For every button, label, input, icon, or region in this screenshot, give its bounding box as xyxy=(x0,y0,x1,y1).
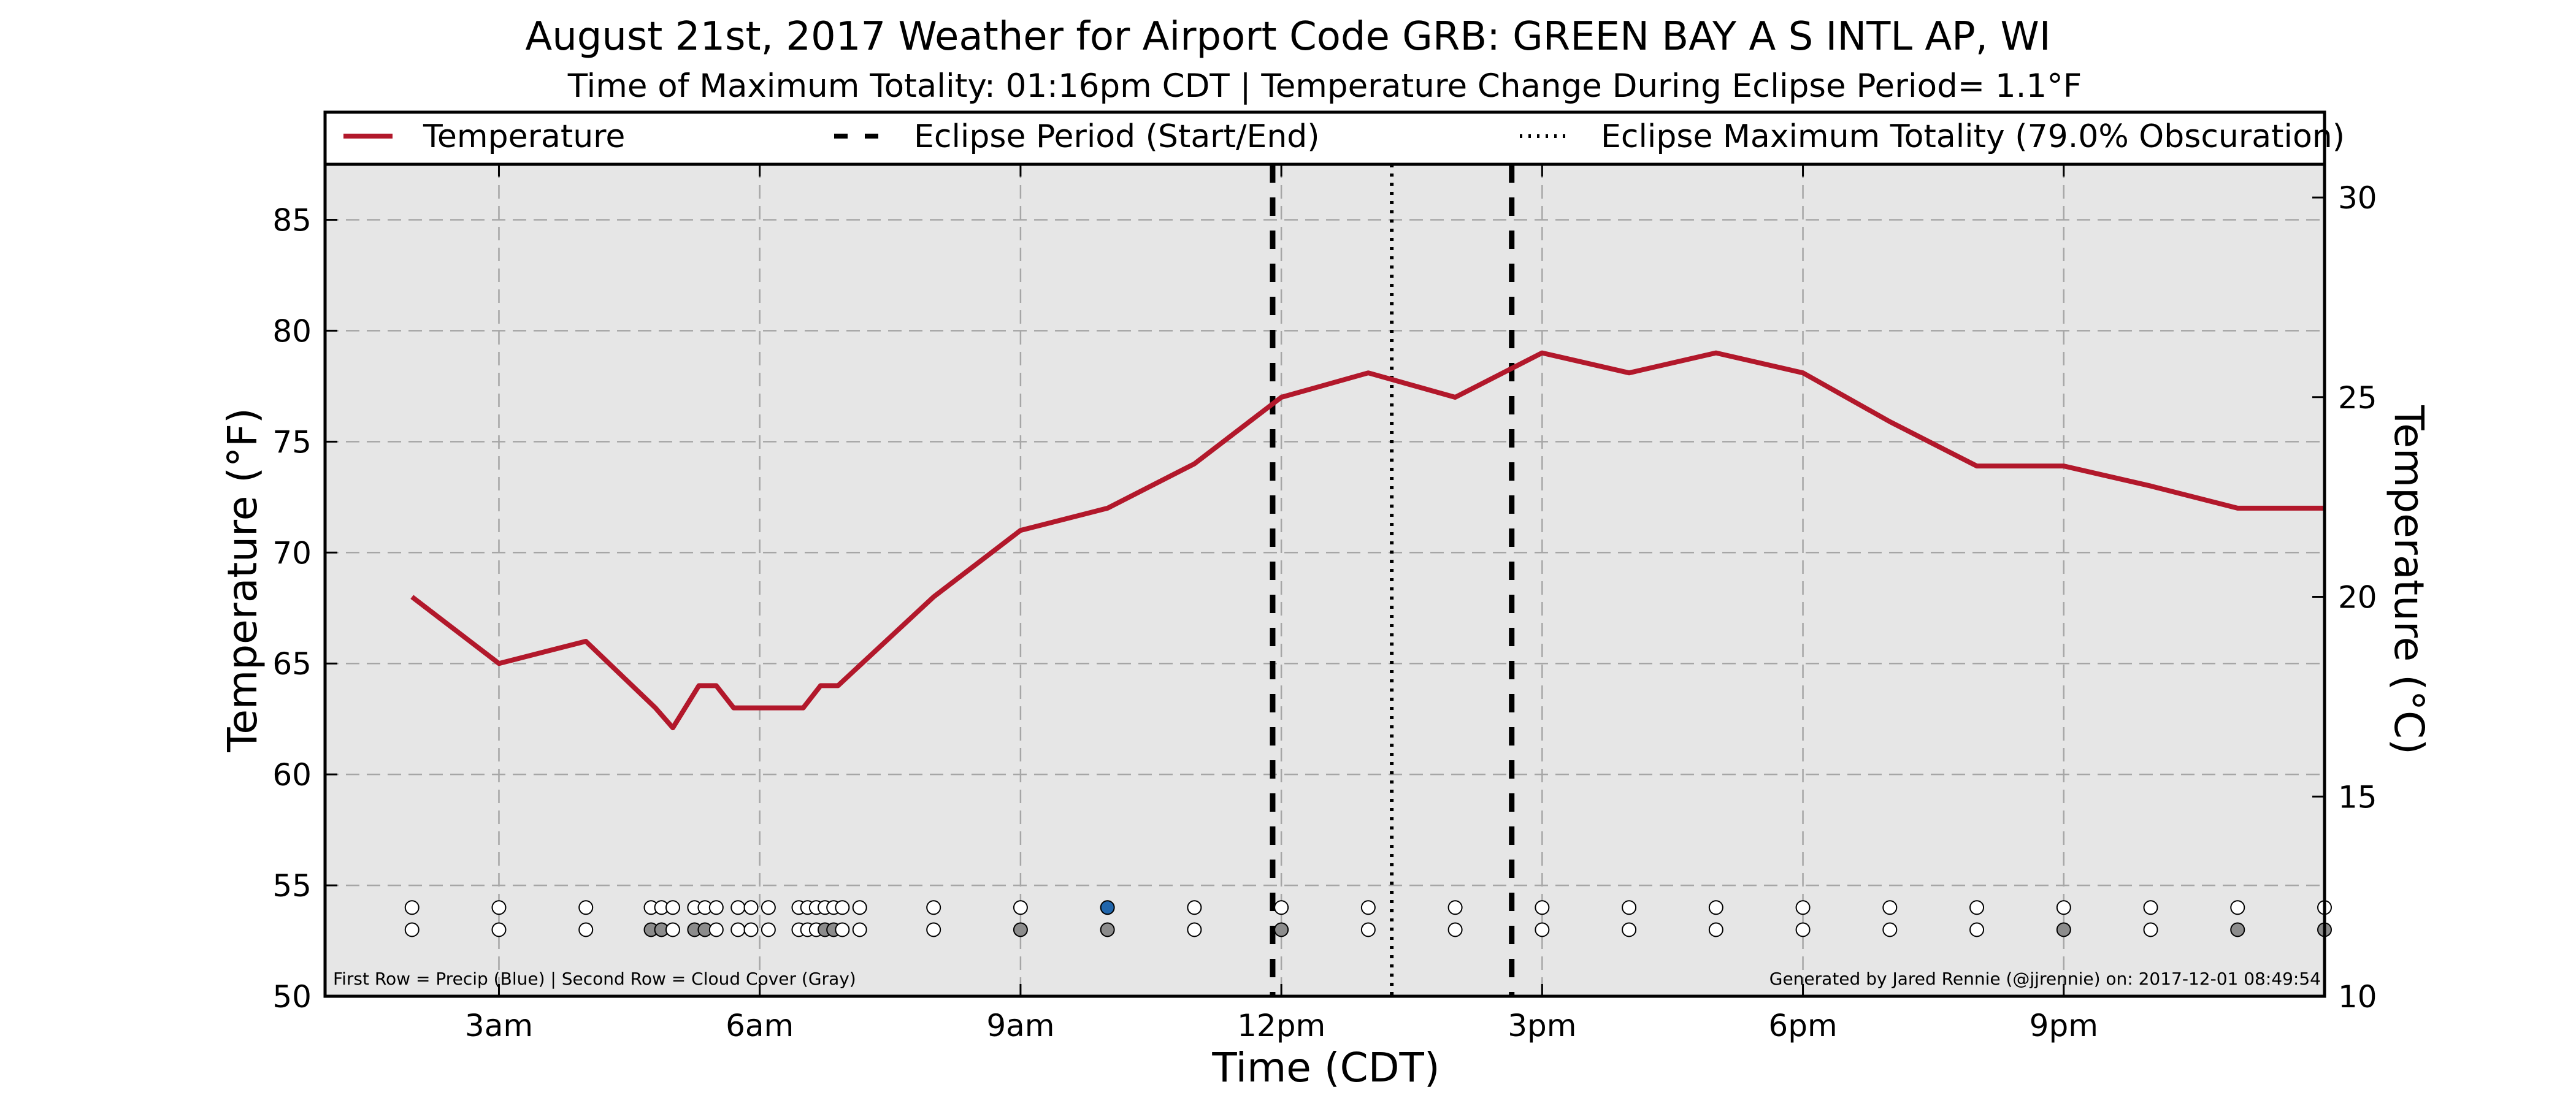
legend-box: Temperature Eclipse Period (Start/End) E… xyxy=(323,110,2345,166)
precip-marker xyxy=(1622,900,1637,915)
cloud-cover-marker xyxy=(1447,922,1463,937)
precip-marker xyxy=(852,900,867,915)
y-tick-label: 60 xyxy=(272,757,312,793)
legend-label-eclipse-max: Eclipse Maximum Totality (79.0% Obscurat… xyxy=(1601,118,2345,155)
precip-marker xyxy=(730,900,746,915)
precip-marker xyxy=(1100,900,1115,915)
cloud-cover-marker xyxy=(491,922,507,937)
precip-marker xyxy=(1882,900,1898,915)
x-tick-label: 9am xyxy=(986,1008,1054,1043)
cloud-cover-marker xyxy=(1013,922,1028,937)
y2-tick-label: 30 xyxy=(2338,180,2377,216)
cloud-cover-marker xyxy=(404,922,420,937)
y-tick-label: 80 xyxy=(272,313,312,349)
x-axis-ticks: 3am 6am 9am 12pm 3pm 6pm 9pm xyxy=(465,164,2098,1043)
cloud-cover-marker xyxy=(926,922,941,937)
x-tick-label: 6am xyxy=(726,1008,794,1043)
y-tick-label: 70 xyxy=(272,535,312,571)
chart-subtitle: Time of Maximum Totality: 01:16pm CDT | … xyxy=(567,67,2082,105)
legend-label-eclipse-period: Eclipse Period (Start/End) xyxy=(914,118,1320,155)
precip-marker xyxy=(1969,900,1985,915)
precip-cloud-markers-layer xyxy=(404,900,2332,937)
precip-marker xyxy=(1447,900,1463,915)
precip-marker xyxy=(2143,900,2158,915)
cloud-cover-marker xyxy=(730,922,746,937)
cloud-cover-marker xyxy=(1708,922,1723,937)
cloud-cover-marker xyxy=(1795,922,1811,937)
cloud-cover-marker xyxy=(743,922,759,937)
legend-label-temperature: Temperature xyxy=(423,118,625,155)
precip-marker xyxy=(491,900,507,915)
y-tick-label: 55 xyxy=(272,868,312,904)
precip-marker xyxy=(1535,900,1550,915)
cloud-cover-marker xyxy=(1360,922,1376,937)
cloud-cover-marker xyxy=(761,922,776,937)
cloud-cover-marker xyxy=(1969,922,1985,937)
cloud-cover-marker xyxy=(578,922,594,937)
precip-marker xyxy=(1795,900,1811,915)
y-tick-label: 65 xyxy=(272,646,312,682)
precip-marker xyxy=(665,900,680,915)
cloud-cover-marker xyxy=(1535,922,1550,937)
cloud-cover-marker xyxy=(1100,922,1115,937)
y2-tick-label: 20 xyxy=(2338,580,2377,616)
y-axis-ticks-right: 10 15 20 25 30 xyxy=(2312,180,2377,1015)
cloud-cover-marker xyxy=(1187,922,1202,937)
y-tick-label: 50 xyxy=(272,979,312,1015)
precip-marker xyxy=(2056,900,2071,915)
cloud-cover-marker xyxy=(835,922,850,937)
cloud-cover-marker xyxy=(2230,922,2245,937)
cloud-cover-marker xyxy=(1622,922,1637,937)
y-tick-label: 85 xyxy=(272,202,312,238)
y-axis-label-right: Temperature (°C) xyxy=(2385,405,2432,755)
precip-marker xyxy=(1274,900,1289,915)
cloud-cover-marker xyxy=(2056,922,2071,937)
precip-marker xyxy=(761,900,776,915)
cloud-cover-marker xyxy=(1882,922,1898,937)
y2-tick-label: 15 xyxy=(2338,779,2377,815)
chart-title: August 21st, 2017 Weather for Airport Co… xyxy=(525,14,2050,59)
y2-tick-label: 25 xyxy=(2338,380,2377,416)
y-axis-label-left: Temperature (°F) xyxy=(219,408,266,753)
precip-marker xyxy=(1013,900,1028,915)
footnote-left: First Row = Precip (Blue) | Second Row =… xyxy=(333,969,856,989)
precip-marker xyxy=(1360,900,1376,915)
cloud-cover-marker xyxy=(665,922,680,937)
cloud-cover-marker xyxy=(2143,922,2158,937)
y2-tick-label: 10 xyxy=(2338,979,2377,1015)
eclipse-lines-layer xyxy=(1270,164,1515,996)
precip-marker xyxy=(2230,900,2245,915)
legend-frame xyxy=(323,110,2326,166)
cloud-cover-marker xyxy=(708,922,724,937)
x-tick-label: 6pm xyxy=(1768,1008,1837,1043)
x-tick-label: 12pm xyxy=(1237,1008,1325,1043)
cloud-cover-marker xyxy=(852,922,867,937)
x-tick-label: 3pm xyxy=(1508,1008,1576,1043)
precip-marker xyxy=(404,900,420,915)
footnote-right: Generated by Jared Rennie (@jjrennie) on… xyxy=(1769,969,2321,989)
precip-marker xyxy=(1187,900,1202,915)
series-layer xyxy=(410,350,2325,731)
x-tick-label: 3am xyxy=(465,1008,533,1043)
plot-area-background xyxy=(325,164,2325,996)
y-axis-ticks-left: 50 55 60 65 70 75 80 85 xyxy=(272,202,337,1015)
x-tick-label: 9pm xyxy=(2030,1008,2098,1043)
y-tick-label: 75 xyxy=(272,424,312,460)
precip-marker xyxy=(743,900,759,915)
cloud-cover-marker xyxy=(1274,922,1289,937)
precip-marker xyxy=(1708,900,1723,915)
temperature-line xyxy=(410,350,2325,731)
x-axis-label: Time (CDT) xyxy=(1211,1044,1439,1091)
precip-marker xyxy=(926,900,941,915)
precip-marker xyxy=(835,900,850,915)
grid-layer xyxy=(325,164,2325,996)
precip-marker xyxy=(578,900,594,915)
precip-marker xyxy=(708,900,724,915)
